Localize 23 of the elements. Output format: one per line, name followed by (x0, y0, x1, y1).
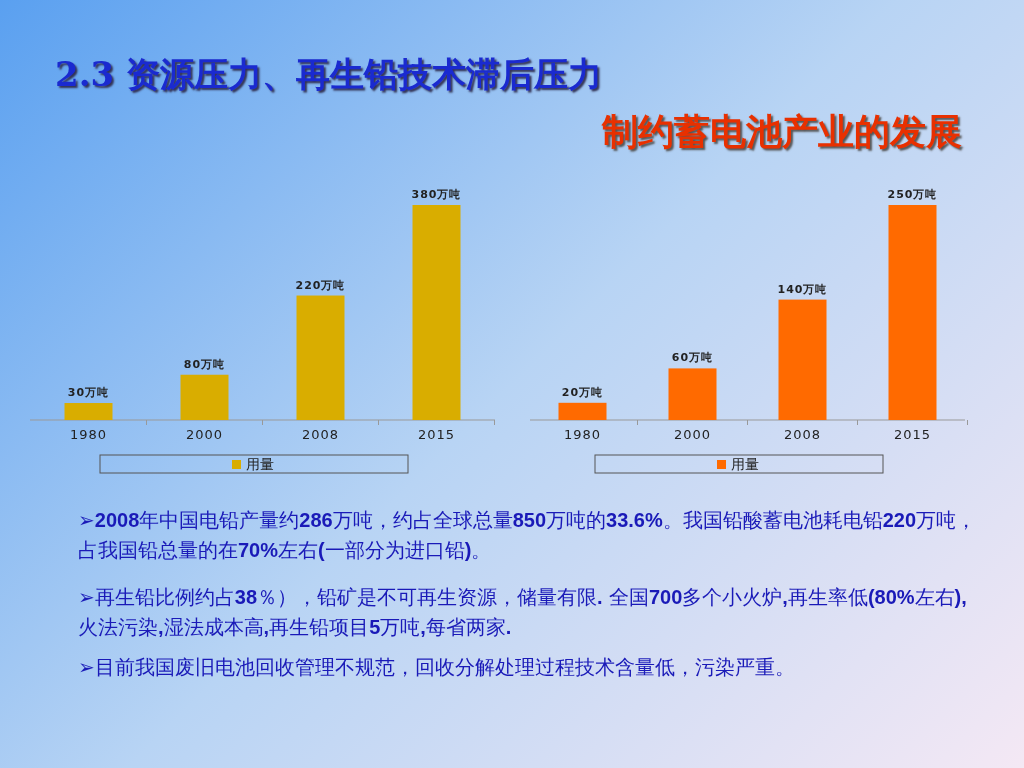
text: ➢目前我国废旧电池回收管理不规范，回收分解处理过程技术含量低，污染严重。 (78, 654, 796, 681)
text: 制约蓄电池产业的发展 (602, 109, 962, 154)
text: ➢2008年中国电铅产量约286万吨，约占全球总量850万吨的33.6%。我国铅酸蓄电池耗电铅220万吨，占我国铅总量的在70%左右(一部分为进口铅)。 (78, 508, 977, 562)
x-tick-label: 2000 (185, 427, 224, 442)
x-tick-label: 2015 (893, 427, 932, 442)
data-label: 60万吨 (671, 351, 714, 365)
data-label: 250万吨 (887, 188, 938, 201)
x-tick-label: 2008 (301, 427, 340, 442)
text: 2.3 资源压力、再生铅技术滞后压力 (55, 53, 602, 96)
x-tick-label: 2015 (417, 427, 456, 442)
data-label: 20万吨 (561, 385, 604, 399)
x-tick-label: 1980 (563, 427, 602, 442)
data-label: 220万吨 (295, 278, 346, 292)
data-label: 380万吨 (411, 188, 462, 201)
x-tick-label: 1980 (69, 427, 108, 442)
data-label: 30万吨 (67, 386, 110, 400)
x-tick-label: 2000 (673, 427, 712, 442)
text: ➢再生铅比例约占38％），铅矿是不可再生资源，储量有限. 全国700多个小火炉,再生率低(80%左右),火法污染,湿法成本高,再生铅项目5万吨,每省两家. (78, 585, 967, 639)
x-tick-label: 2008 (783, 427, 822, 442)
legend-label: 用量 (731, 456, 759, 472)
data-label: 80万吨 (183, 357, 226, 371)
data-label: 140万吨 (777, 282, 828, 296)
legend-label: 用量 (246, 456, 274, 472)
